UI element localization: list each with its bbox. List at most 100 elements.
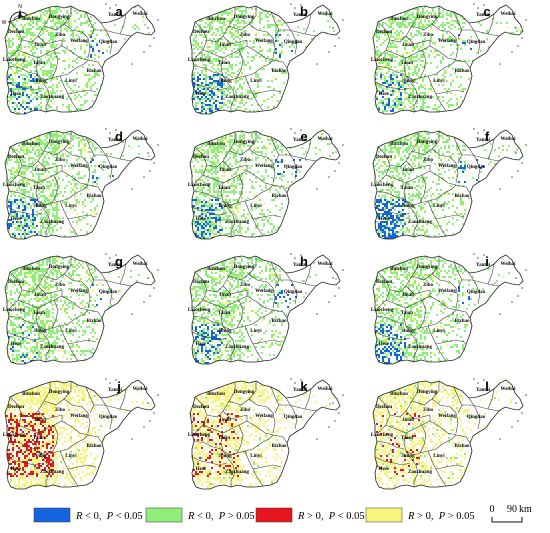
city-label-heze: Heze xyxy=(379,92,390,97)
city-label-qingdao: Qingdao xyxy=(99,40,118,45)
city-label-dongying: Dongying xyxy=(234,15,255,20)
prefecture-boundaries xyxy=(374,256,500,362)
city-label-weihai: Weihai xyxy=(132,262,148,267)
city-label-heze: Heze xyxy=(196,92,207,97)
city-label-zaozhuang: Zaozhuang xyxy=(408,220,432,225)
legend-op2: > 0.05 xyxy=(445,511,475,522)
city-label-zaozhuang: Zaozhuang xyxy=(225,220,249,225)
city-label-qingdao: Qingdao xyxy=(284,415,303,420)
city-label-heze: Heze xyxy=(11,217,22,222)
legend-op2: < 0.05 xyxy=(335,511,365,522)
city-label-jining: Jining xyxy=(33,204,47,209)
legend-swatch-red xyxy=(255,507,293,523)
city-label-rizhao: Rizhao xyxy=(272,194,288,199)
province-outline xyxy=(372,254,524,365)
islands xyxy=(290,3,344,65)
city-label-taian: Taian xyxy=(401,61,413,66)
city-label-rizhao: Rizhao xyxy=(87,69,103,74)
city-label-jinan: Jinan xyxy=(219,418,231,423)
city-label-dezhou: Dezhou xyxy=(376,155,392,160)
islands xyxy=(473,128,527,190)
islands xyxy=(105,253,159,315)
city-label-zibo: Zibo xyxy=(240,408,251,413)
city-label-qingdao: Qingdao xyxy=(99,290,118,295)
city-label-liaocheng: Liaocheng xyxy=(3,58,26,63)
city-label-jinan: Jinan xyxy=(34,43,46,48)
city-label-dongying: Dongying xyxy=(417,140,438,145)
prefecture-boundaries xyxy=(6,381,132,487)
city-label-zibo: Zibo xyxy=(240,33,251,38)
legend-op1: < 0, xyxy=(82,511,106,522)
city-label-heze: Heze xyxy=(11,342,22,347)
prefecture-boundaries xyxy=(191,381,317,487)
city-label-liaocheng: Liaocheng xyxy=(3,183,26,188)
panel-letter-h: h xyxy=(300,254,308,269)
city-label-dezhou: Dezhou xyxy=(8,30,24,35)
city-label-rizhao: Rizhao xyxy=(455,444,471,449)
city-label-linyi: Linyi xyxy=(250,79,262,84)
city-label-weihai: Weihai xyxy=(132,387,148,392)
city-label-linyi: Linyi xyxy=(433,454,445,459)
city-label-yantai: Yantai xyxy=(293,263,308,268)
city-label-taian: Taian xyxy=(401,186,413,191)
legend-r-symbol: R xyxy=(75,511,83,522)
province-outline xyxy=(189,379,341,490)
city-label-taian: Taian xyxy=(401,436,413,441)
city-label-yantai: Yantai xyxy=(108,138,123,143)
city-label-qingdao: Qingdao xyxy=(467,40,486,45)
map-panel-b: Dezhou Binzhou Dongying Yantai Weihai Qingdao… xyxy=(188,3,344,115)
city-label-qingdao: Qingdao xyxy=(99,165,118,170)
city-label-jining: Jining xyxy=(401,204,415,209)
city-label-rizhao: Rizhao xyxy=(87,319,103,324)
islands xyxy=(473,253,527,315)
province-outline xyxy=(189,129,341,240)
city-label-rizhao: Rizhao xyxy=(455,69,471,74)
city-label-weihai: Weihai xyxy=(132,12,148,17)
prefecture-boundaries xyxy=(6,6,132,112)
city-label-weifang: Weifang xyxy=(255,289,273,294)
compass-west-label: W xyxy=(2,20,7,26)
city-label-zaozhuang: Zaozhuang xyxy=(408,345,432,350)
city-label-linyi: Linyi xyxy=(250,204,262,209)
islands xyxy=(105,3,159,65)
city-label-heze: Heze xyxy=(379,217,390,222)
map-panel-l: Dezhou Binzhou Dongying Yantai Weihai Qingdao… xyxy=(371,378,527,490)
legend-item-negative-significant: R < 0, P < 0.05 xyxy=(33,507,143,523)
legend: R < 0, P < 0.05 R < 0, P > 0.05 R > 0, P… xyxy=(33,507,475,523)
prefecture-boundaries xyxy=(374,6,500,112)
city-label-zaozhuang: Zaozhuang xyxy=(408,95,432,100)
city-label-jining: Jining xyxy=(401,79,415,84)
city-label-dezhou: Dezhou xyxy=(376,405,392,410)
city-label-dezhou: Dezhou xyxy=(376,280,392,285)
city-label-weifang: Weifang xyxy=(255,39,273,44)
legend-p-symbol: P xyxy=(438,511,446,522)
city-label-linyi: Linyi xyxy=(250,454,262,459)
province-outline xyxy=(189,4,341,115)
city-label-qingdao: Qingdao xyxy=(99,415,118,420)
city-label-zibo: Zibo xyxy=(240,158,251,163)
city-label-weifang: Weifang xyxy=(255,414,273,419)
city-label-jinan: Jinan xyxy=(219,293,231,298)
city-label-yantai: Yantai xyxy=(293,388,308,393)
scale-bar: 0 90 km xyxy=(490,504,532,523)
city-label-heze: Heze xyxy=(11,467,22,472)
city-label-linyi: Linyi xyxy=(65,454,77,459)
city-label-yantai: Yantai xyxy=(476,263,491,268)
city-label-zaozhuang: Zaozhuang xyxy=(40,220,64,225)
legend-r-symbol: R xyxy=(407,511,415,522)
map-panel-h: Dezhou Binzhou Dongying Yantai Weihai Qingdao… xyxy=(188,253,344,365)
city-label-weihai: Weihai xyxy=(317,12,333,17)
city-label-liaocheng: Liaocheng xyxy=(188,183,211,188)
prefecture-boundaries xyxy=(191,6,317,112)
city-label-heze: Heze xyxy=(196,467,207,472)
legend-r-symbol: R xyxy=(187,511,195,522)
city-label-qingdao: Qingdao xyxy=(284,290,303,295)
city-label-weihai: Weihai xyxy=(500,262,516,267)
city-label-binzhou: Binzhou xyxy=(22,142,40,147)
city-label-zibo: Zibo xyxy=(423,283,434,288)
islands xyxy=(290,378,344,440)
city-label-liaocheng: Liaocheng xyxy=(371,308,394,313)
city-label-liaocheng: Liaocheng xyxy=(371,58,394,63)
city-label-rizhao: Rizhao xyxy=(272,69,288,74)
prefecture-boundaries xyxy=(374,131,500,237)
